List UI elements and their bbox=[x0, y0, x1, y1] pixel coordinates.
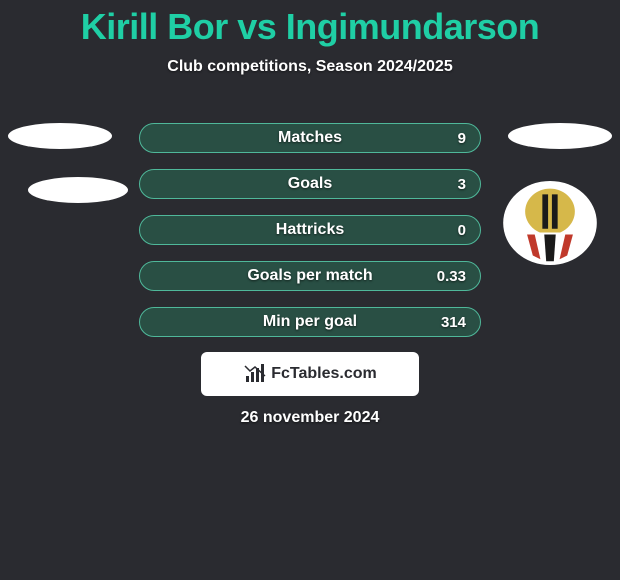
stat-row-goals-per-match: Goals per match 0.33 bbox=[139, 261, 481, 291]
comparison-title: Kirill Bor vs Ingimundarson bbox=[0, 0, 620, 48]
left-ellipse-1 bbox=[8, 123, 112, 149]
comparison-subtitle: Club competitions, Season 2024/2025 bbox=[0, 58, 620, 76]
stat-value: 3 bbox=[458, 176, 466, 193]
stats-table: Matches 9 Goals 3 Hattricks 0 Goals per … bbox=[139, 123, 481, 353]
bar-chart-icon bbox=[243, 362, 267, 386]
stat-row-matches: Matches 9 bbox=[139, 123, 481, 153]
stat-label: Hattricks bbox=[276, 221, 344, 239]
stat-row-min-per-goal: Min per goal 314 bbox=[139, 307, 481, 337]
source-badge: FcTables.com bbox=[201, 352, 419, 396]
right-player-graphics bbox=[508, 123, 612, 163]
source-badge-text: FcTables.com bbox=[271, 365, 377, 383]
stat-row-hattricks: Hattricks 0 bbox=[139, 215, 481, 245]
snapshot-date: 26 november 2024 bbox=[241, 409, 380, 427]
stat-value: 314 bbox=[441, 314, 466, 331]
left-ellipse-2 bbox=[28, 177, 128, 203]
left-player-graphics bbox=[8, 123, 128, 203]
stat-row-goals: Goals 3 bbox=[139, 169, 481, 199]
right-ellipse-1 bbox=[508, 123, 612, 149]
stat-value: 9 bbox=[458, 130, 466, 147]
stat-label: Matches bbox=[278, 129, 342, 147]
stat-label: Goals bbox=[288, 175, 332, 193]
stat-label: Min per goal bbox=[263, 313, 357, 331]
stat-label: Goals per match bbox=[247, 267, 372, 285]
stat-value: 0.33 bbox=[437, 268, 466, 285]
club-crest-icon bbox=[502, 180, 598, 266]
stat-value: 0 bbox=[458, 222, 466, 239]
